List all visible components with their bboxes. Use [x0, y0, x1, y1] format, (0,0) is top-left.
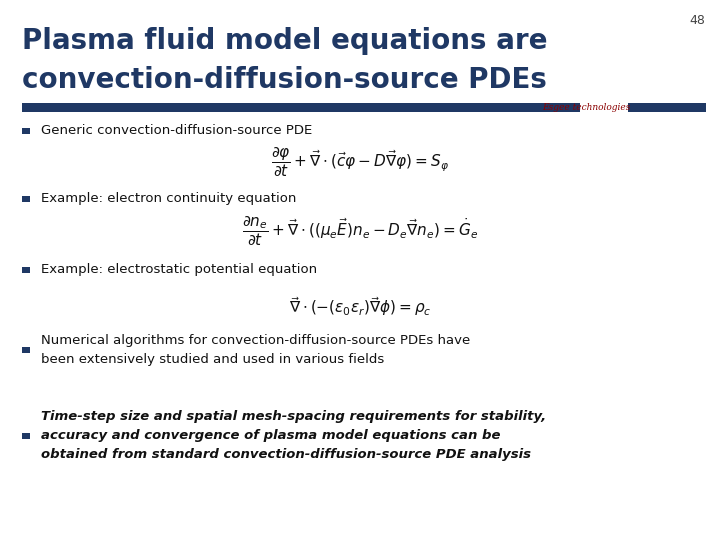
FancyBboxPatch shape [22, 347, 30, 353]
Text: $\dfrac{\partial\varphi}{\partial t}+\vec{\nabla}\cdot(\vec{c}\varphi-D\vec{\nab: $\dfrac{\partial\varphi}{\partial t}+\ve… [271, 145, 449, 179]
FancyBboxPatch shape [22, 103, 580, 112]
FancyBboxPatch shape [22, 195, 30, 201]
Text: Time-step size and spatial mesh-spacing requirements for stability,
accuracy and: Time-step size and spatial mesh-spacing … [41, 410, 546, 461]
Text: $\vec{\nabla}\cdot(-(\varepsilon_0\varepsilon_r)\vec{\nabla}\phi)=\rho_c$: $\vec{\nabla}\cdot(-(\varepsilon_0\varep… [289, 295, 431, 318]
Text: Example: electrostatic potential equation: Example: electrostatic potential equatio… [41, 264, 318, 276]
FancyBboxPatch shape [22, 433, 30, 438]
Text: 48: 48 [690, 14, 706, 26]
Text: Generic convection-diffusion-source PDE: Generic convection-diffusion-source PDE [41, 124, 312, 137]
FancyBboxPatch shape [628, 103, 706, 112]
Text: $\dfrac{\partial n_e}{\partial t}+\vec{\nabla}\cdot((\mu_e\vec{E})n_e-D_e\vec{\n: $\dfrac{\partial n_e}{\partial t}+\vec{\… [242, 214, 478, 248]
Text: Example: electron continuity equation: Example: electron continuity equation [41, 192, 297, 205]
Text: Plasma fluid model equations are: Plasma fluid model equations are [22, 27, 547, 55]
Text: convection-diffusion-source PDEs: convection-diffusion-source PDEs [22, 66, 546, 94]
FancyBboxPatch shape [22, 267, 30, 273]
Text: Numerical algorithms for convection-diffusion-source PDEs have
been extensively : Numerical algorithms for convection-diff… [41, 334, 470, 366]
Text: Esgee technologies: Esgee technologies [543, 103, 631, 112]
FancyBboxPatch shape [22, 127, 30, 133]
